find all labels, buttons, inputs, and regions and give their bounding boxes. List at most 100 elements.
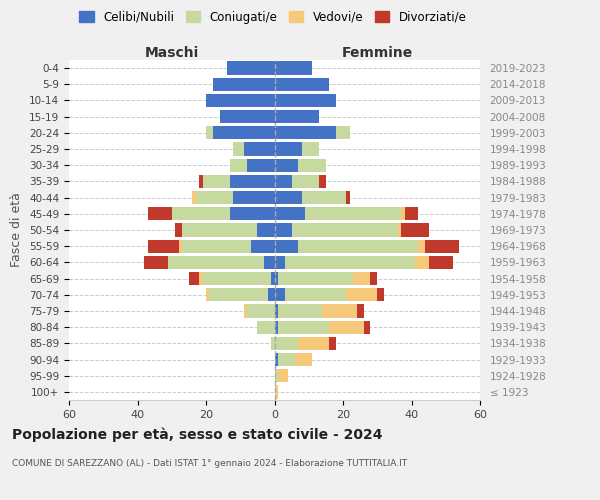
Bar xyxy=(182,224,257,236)
Bar xyxy=(418,240,425,253)
Bar xyxy=(172,207,230,220)
Bar xyxy=(275,288,285,302)
Bar xyxy=(233,191,275,204)
Bar xyxy=(251,240,275,253)
Bar xyxy=(428,256,452,269)
Bar xyxy=(336,126,350,140)
Bar xyxy=(401,224,428,236)
Bar xyxy=(329,336,336,350)
Bar xyxy=(275,62,312,74)
Bar xyxy=(346,288,377,302)
Bar xyxy=(193,191,196,204)
Bar xyxy=(247,304,275,318)
Bar xyxy=(275,191,302,204)
Bar xyxy=(175,224,182,236)
Bar xyxy=(275,78,329,91)
Bar xyxy=(148,207,172,220)
Y-axis label: Fasce di età: Fasce di età xyxy=(10,192,23,268)
Bar xyxy=(275,175,292,188)
Bar xyxy=(404,207,418,220)
Bar xyxy=(298,240,418,253)
Bar xyxy=(377,288,384,302)
Bar xyxy=(295,353,312,366)
Bar xyxy=(305,207,401,220)
Bar xyxy=(230,207,275,220)
Bar xyxy=(285,256,415,269)
Bar xyxy=(264,256,275,269)
Bar xyxy=(203,272,271,285)
Bar xyxy=(209,288,268,302)
Bar xyxy=(203,175,230,188)
Bar xyxy=(275,207,305,220)
Bar xyxy=(415,256,428,269)
Bar xyxy=(182,240,251,253)
Bar xyxy=(364,320,370,334)
Bar xyxy=(322,304,356,318)
Bar xyxy=(302,142,319,156)
Bar xyxy=(278,304,322,318)
Bar xyxy=(220,110,275,124)
Bar xyxy=(275,110,319,124)
Bar xyxy=(275,353,278,366)
Text: Femmine: Femmine xyxy=(341,46,413,60)
Bar xyxy=(275,94,336,107)
Bar xyxy=(278,272,353,285)
Bar xyxy=(230,175,275,188)
Bar xyxy=(227,62,275,74)
Bar xyxy=(425,240,460,253)
Bar xyxy=(329,320,364,334)
Bar xyxy=(268,288,275,302)
Bar xyxy=(271,272,275,285)
Bar xyxy=(275,126,336,140)
Bar xyxy=(275,304,278,318)
Bar xyxy=(275,256,285,269)
Bar xyxy=(285,288,346,302)
Bar xyxy=(233,142,244,156)
Bar xyxy=(292,224,398,236)
Bar xyxy=(145,256,169,269)
Bar xyxy=(398,224,401,236)
Legend: Celibi/Nubili, Coniugati/e, Vedovi/e, Divorziati/e: Celibi/Nubili, Coniugati/e, Vedovi/e, Di… xyxy=(74,6,472,28)
Text: COMUNE DI SAREZZANO (AL) - Dati ISTAT 1° gennaio 2024 - Elaborazione TUTTITALIA.: COMUNE DI SAREZZANO (AL) - Dati ISTAT 1°… xyxy=(12,459,407,468)
Bar xyxy=(275,320,278,334)
Bar xyxy=(302,191,346,204)
Text: Maschi: Maschi xyxy=(145,46,199,60)
Bar xyxy=(199,272,203,285)
Bar xyxy=(275,158,298,172)
Bar xyxy=(213,126,275,140)
Bar xyxy=(278,353,295,366)
Bar xyxy=(278,369,288,382)
Bar xyxy=(230,158,247,172)
Bar xyxy=(244,142,275,156)
Bar xyxy=(353,272,370,285)
Bar xyxy=(292,175,319,188)
Text: Popolazione per età, sesso e stato civile - 2024: Popolazione per età, sesso e stato civil… xyxy=(12,428,383,442)
Bar xyxy=(346,191,350,204)
Bar xyxy=(298,336,329,350)
Bar xyxy=(271,336,275,350)
Bar xyxy=(370,272,377,285)
Bar xyxy=(148,240,179,253)
Bar xyxy=(298,158,326,172)
Bar xyxy=(244,304,247,318)
Bar xyxy=(257,224,275,236)
Bar xyxy=(196,191,233,204)
Bar xyxy=(275,336,298,350)
Bar xyxy=(213,78,275,91)
Bar xyxy=(319,175,326,188)
Bar xyxy=(275,369,278,382)
Bar xyxy=(275,142,302,156)
Bar xyxy=(275,240,298,253)
Bar xyxy=(206,126,213,140)
Bar xyxy=(275,224,292,236)
Bar xyxy=(356,304,364,318)
Bar xyxy=(278,320,329,334)
Bar xyxy=(189,272,199,285)
Bar xyxy=(275,386,278,398)
Bar xyxy=(169,256,264,269)
Bar xyxy=(206,288,209,302)
Bar xyxy=(179,240,182,253)
Bar xyxy=(247,158,275,172)
Bar xyxy=(206,94,275,107)
Bar xyxy=(275,272,278,285)
